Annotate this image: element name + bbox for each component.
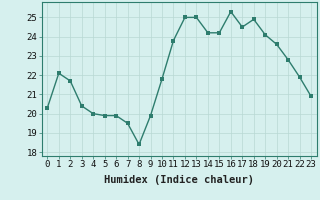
X-axis label: Humidex (Indice chaleur): Humidex (Indice chaleur) bbox=[104, 175, 254, 185]
